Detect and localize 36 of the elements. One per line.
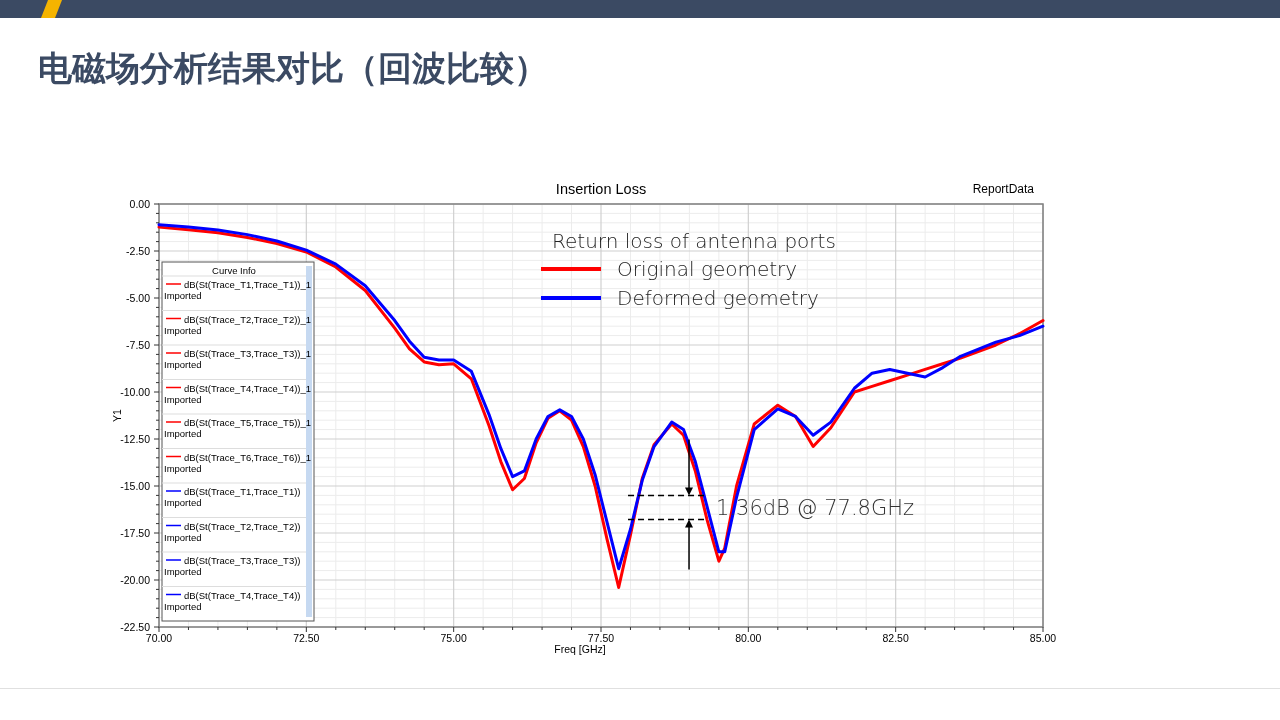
annotation: dB(St(Trace_T4,Trace_T4)) Imported xyxy=(164,589,302,612)
x-tick-label: 82.50 xyxy=(882,632,909,644)
chart-title: 电磁场分析结果对比（回波比较） xyxy=(38,48,548,88)
annotation: dB(St(Trace_T5,Trace_T5))_1 Imported xyxy=(164,417,312,439)
annotation: dB(St(Trace_T1,Trace_T1)) Imported xyxy=(164,486,302,508)
y-tick-label: -10.00 xyxy=(120,386,151,398)
annotation: Curve Info xyxy=(211,265,257,276)
y-tick-label: -12.50 xyxy=(120,433,151,445)
annotation: dB(St(Trace_T2,Trace_T2))_1 Imported xyxy=(164,313,312,336)
text: ReportData xyxy=(972,182,1035,196)
y-tick-label: -5.00 xyxy=(126,292,151,304)
legend-label: Deformed geometry xyxy=(617,286,819,310)
y-tick-label: -20.00 xyxy=(120,574,151,586)
x-tick-label: 70.00 xyxy=(145,632,173,644)
x-tick-label: 77.50 xyxy=(587,632,615,644)
y-tick-label: 0.00 xyxy=(129,198,151,210)
x-tick-label: 72.50 xyxy=(293,632,320,644)
annotation: dB(St(Trace_T3,Trace_T3)) Imported xyxy=(164,555,302,577)
annotation: dB(St(Trace_T6,Trace_T6))_1 Imported xyxy=(164,451,312,474)
x-axis-title: Freq [GHz] xyxy=(554,643,606,655)
x-tick-label: 85.00 xyxy=(1029,632,1057,644)
y-tick-label: -22.50 xyxy=(120,621,151,633)
annotation: dB(St(Trace_T1,Trace_T1))_1 Imported xyxy=(164,279,312,301)
annotation: dB(St(Trace_T2,Trace_T2)) Imported xyxy=(164,520,302,543)
legend-label: Original geometry xyxy=(617,257,798,281)
x-tick-label: 75.00 xyxy=(440,632,467,644)
y-tick-label: -2.50 xyxy=(126,245,151,257)
y-tick-label: -7.50 xyxy=(126,339,151,351)
legend-title: Return loss of antenna ports xyxy=(552,229,836,253)
chart-subtitle: Insertion Loss xyxy=(555,181,647,197)
annotation: dB(St(Trace_T3,Trace_T3))_1 Imported xyxy=(164,348,312,370)
y-axis-title: Y1 xyxy=(111,408,123,422)
y-tick-label: -15.00 xyxy=(120,480,151,492)
y-tick-label: -17.50 xyxy=(120,527,151,539)
annotation: dB(St(Trace_T4,Trace_T4))_1 Imported xyxy=(164,382,312,405)
x-tick-label: 80.00 xyxy=(735,632,762,644)
